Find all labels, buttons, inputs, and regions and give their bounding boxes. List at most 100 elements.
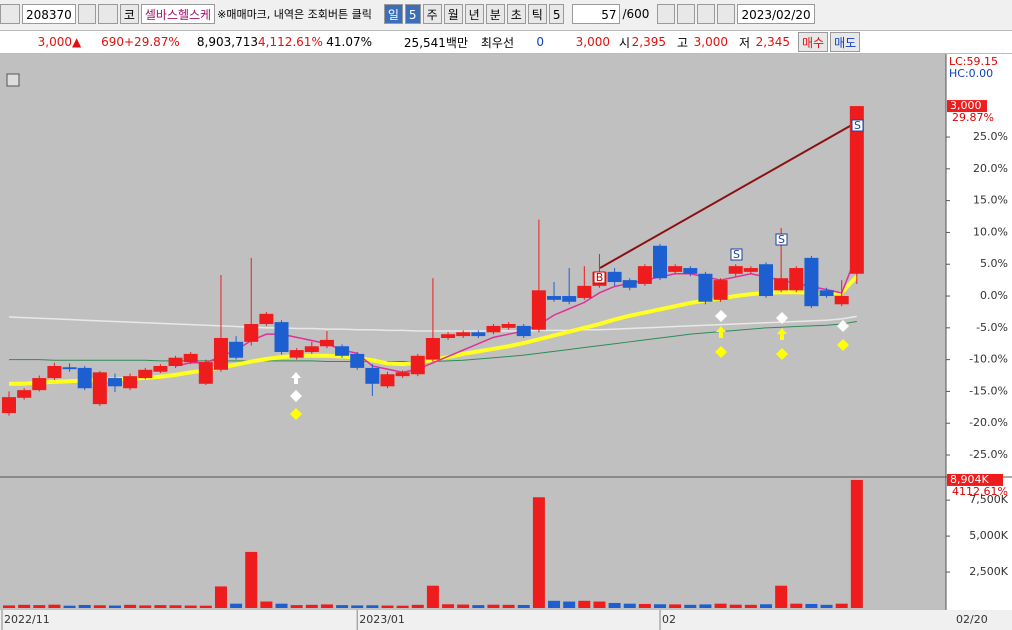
candle-body [47,365,62,379]
candle-body [410,355,425,375]
x-tick-label: 2022/11 [4,613,50,626]
period-button[interactable]: 년 [464,4,484,24]
date-input[interactable]: 2023/02/20 [737,4,815,24]
candle-body [804,257,819,307]
chart: 25.0% 20.0% 15.0% 10.0% 5.0% 0.0% -5.0% -10.0% -… [0,54,1012,630]
price-tag [947,100,987,113]
period-button[interactable]: 분 [485,4,505,24]
sell-button[interactable]: 매도 [830,32,861,52]
change: 690 [101,35,124,49]
x-tick-label: 02 [662,613,676,626]
volume-bar [744,604,757,608]
y-tick-label: 5,000K [969,529,1008,542]
period-button[interactable]: 일 [383,4,403,24]
volume-bar [563,601,576,608]
period-button[interactable]: 월 [443,4,463,24]
candle-body [789,268,804,291]
candle-body [198,362,213,384]
stock-name: 셀바스헬스케 [140,4,216,24]
moving-average [175,254,858,374]
volume-bar [472,605,485,608]
volume-bar [124,604,137,608]
volume-bar [33,605,46,608]
candle-body [168,357,183,366]
volume-bar [487,604,500,608]
candle-body [289,350,304,358]
settings-button[interactable] [717,4,736,24]
period-button[interactable]: 초 [506,4,526,24]
svg-text:B: B [596,271,604,284]
candle-body [728,266,743,274]
candle-body [713,280,728,300]
turnover: 41.07% [326,35,372,49]
y-tick-label: 5.0% [980,257,1008,270]
low: 2,345 [755,35,790,49]
market: 코 [119,4,139,24]
volume-bar [184,605,197,608]
candle-body [547,296,562,300]
volume-bar [18,604,31,608]
axis-bg [946,54,1012,610]
period-button[interactable]: 주 [422,4,442,24]
menu-button[interactable] [0,4,20,24]
candle-body [471,332,486,337]
svg-text:S: S [733,248,740,261]
volume-bar [760,604,772,608]
volume-bar [381,605,394,608]
change-pct: +29.87% [124,35,180,49]
candle-body [577,285,592,298]
candle-body [668,266,683,272]
candle-body [380,374,395,387]
tool-button[interactable] [657,4,676,24]
volume-bar [154,605,167,608]
volume-bar [245,551,258,608]
y-tick-label: 20.0% [973,162,1008,175]
y-tick-label: 10.0% [973,225,1008,238]
y-tick-label: -10.0% [969,353,1008,366]
candle-body [304,346,319,352]
volume-bar [790,603,803,608]
candle-body [683,268,698,274]
volume-bar [775,585,788,608]
low-label: 저 [738,35,750,50]
volume-pct-label: 4112.61% [952,485,1008,498]
search-button[interactable] [77,4,96,24]
code-input[interactable]: 208370 [22,4,76,24]
volume-bar [623,603,636,608]
candle-body [259,313,274,325]
tool-button[interactable] [677,4,696,24]
open: 2,395 [631,35,666,49]
y-tick-label: -5.0% [976,321,1008,334]
volume-tag [947,473,1003,486]
candle-body [365,367,380,384]
tool-button[interactable] [697,4,716,24]
count-max: /600 [622,7,650,21]
trade-marks: B S S S [593,119,864,284]
volume-bar [457,604,470,608]
period-button[interactable]: 틱 [527,4,547,24]
volume-bar [214,586,227,608]
candle-body [2,397,16,414]
volume-bar [48,604,61,608]
candle-body [153,365,168,372]
volume-bar [502,604,515,608]
candle-body [759,264,773,297]
volume-bar [608,602,621,608]
high-label: 고 [676,35,688,50]
candle-body [350,353,365,368]
plot-bg [0,54,946,610]
candle-body [607,271,622,283]
period-button[interactable]: 5 [548,4,565,24]
trend-line [599,121,858,269]
candle-body [335,346,350,356]
pane-icon[interactable] [6,73,20,87]
volume-bar [714,603,727,608]
candle-body [849,106,864,274]
volume-bar [139,605,152,608]
period-button[interactable]: 5 [404,4,421,24]
buy-button[interactable]: 매수 [798,32,829,52]
candle-body [92,372,107,405]
count[interactable]: 57 [572,4,621,24]
volume-pct: 4,112.61% [258,35,323,49]
sound-button[interactable] [97,4,118,24]
